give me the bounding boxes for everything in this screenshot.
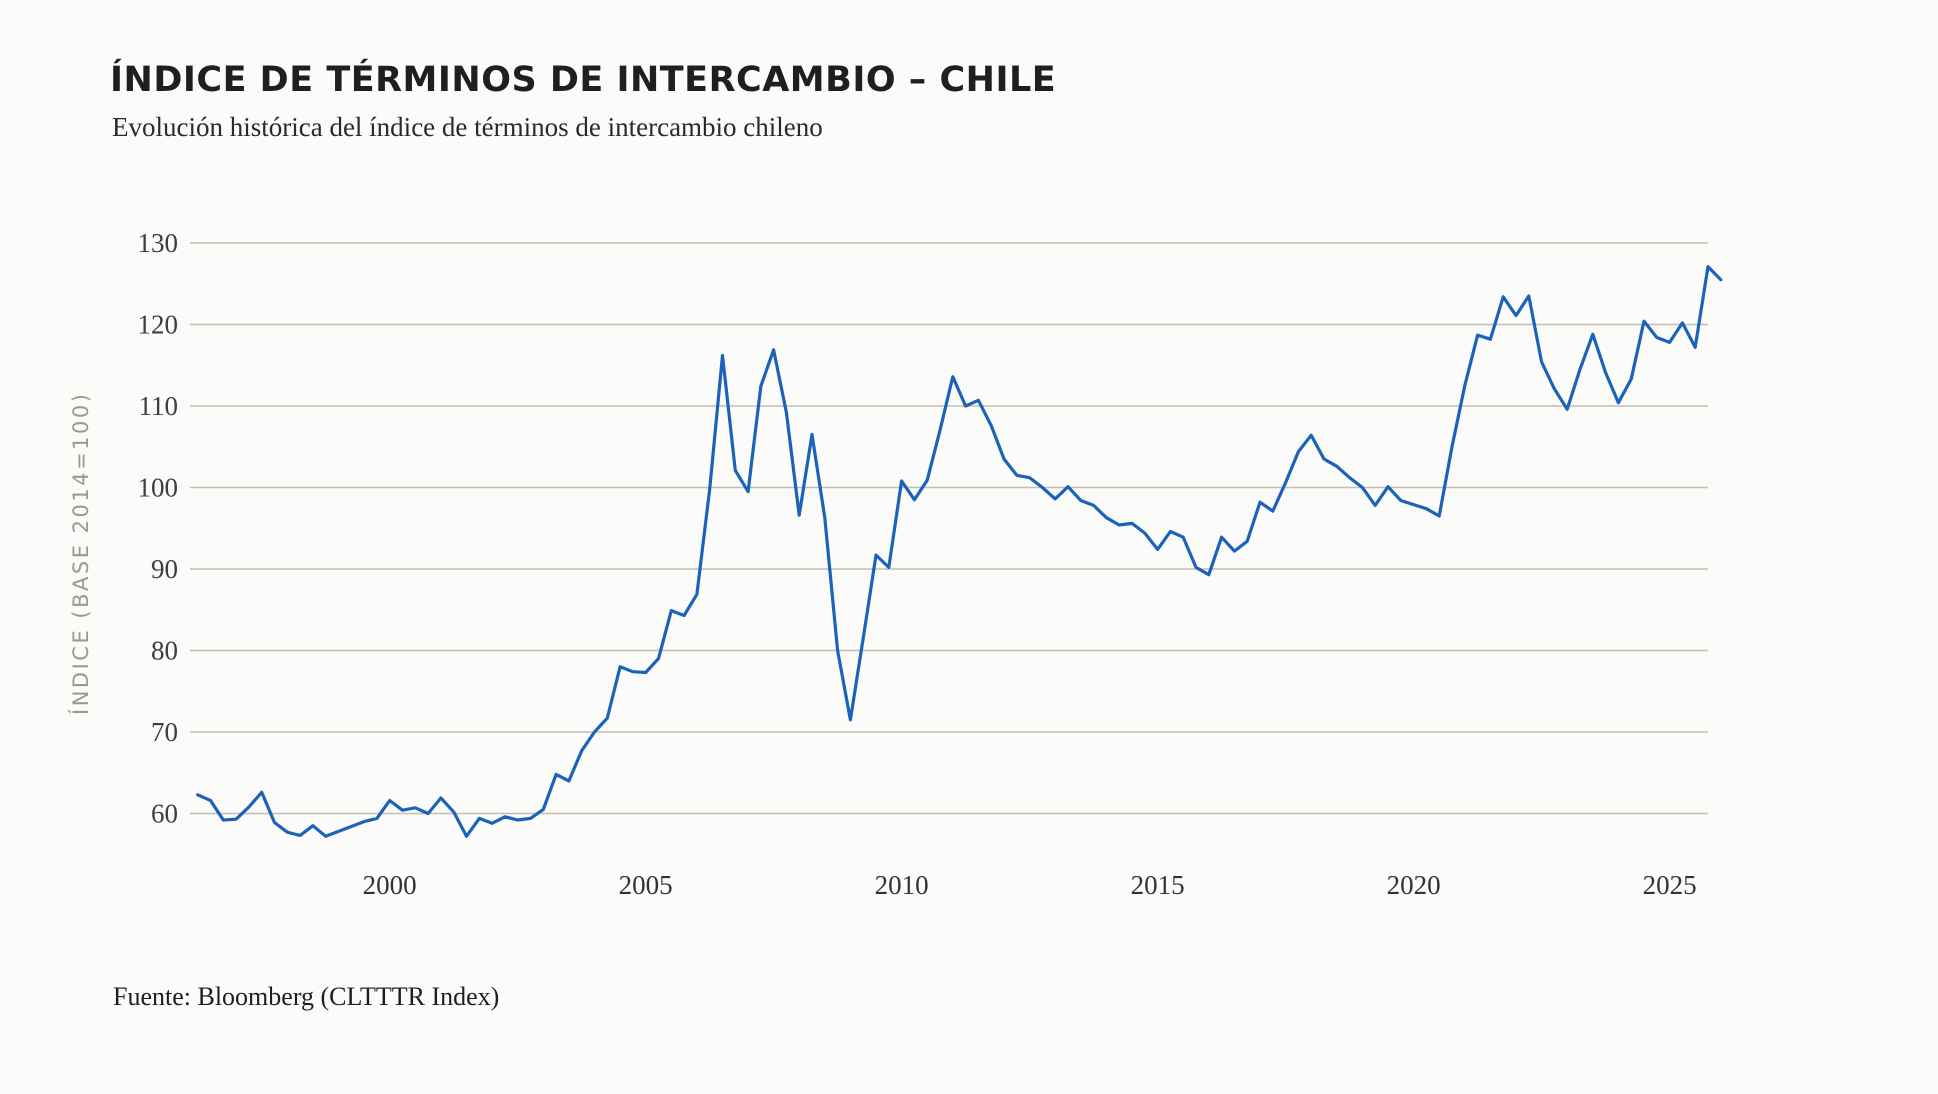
xtick-label-2005: 2005 bbox=[619, 870, 673, 900]
y-axis-title: ÍNDICE (BASE 2014=100) bbox=[68, 392, 93, 715]
ytick-label-100: 100 bbox=[138, 473, 179, 503]
xtick-label-2015: 2015 bbox=[1131, 870, 1185, 900]
chart-line-cltttr-index bbox=[196, 265, 1723, 838]
page-subtitle: Evolución histórica del índice de términ… bbox=[112, 112, 823, 142]
source-note: Fuente: Bloomberg (CLTTTR Index) bbox=[113, 982, 500, 1011]
ytick-label-110: 110 bbox=[139, 391, 179, 421]
ytick-label-60: 60 bbox=[151, 799, 178, 829]
page-title: ÍNDICE DE TÉRMINOS DE INTERCAMBIO – CHIL… bbox=[110, 60, 1057, 100]
ytick-label-70: 70 bbox=[151, 717, 178, 747]
ytick-label-90: 90 bbox=[151, 554, 178, 584]
xtick-label-2020: 2020 bbox=[1387, 870, 1441, 900]
ytick-label-80: 80 bbox=[151, 636, 178, 666]
ytick-label-130: 130 bbox=[138, 228, 179, 258]
ytick-label-120: 120 bbox=[138, 310, 179, 340]
xtick-label-2000: 2000 bbox=[363, 870, 417, 900]
xtick-label-2025: 2025 bbox=[1643, 870, 1697, 900]
xtick-label-2010: 2010 bbox=[875, 870, 929, 900]
